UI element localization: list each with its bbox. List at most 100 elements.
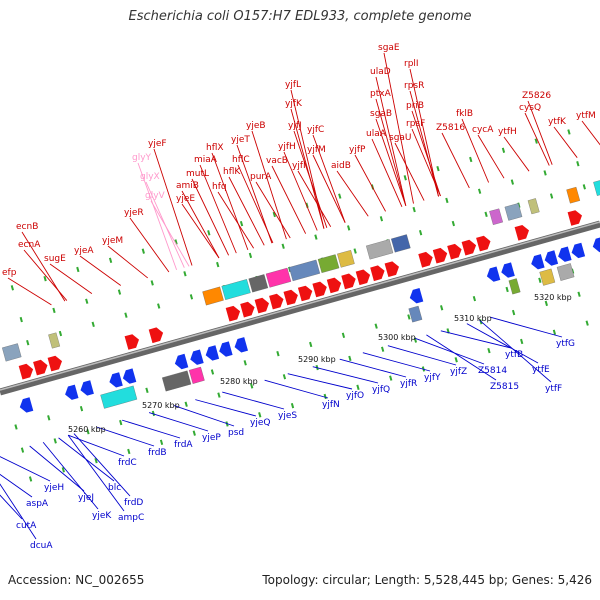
gene-label-ytfE: ytfE <box>532 365 550 375</box>
track-tick-4 <box>348 355 352 362</box>
gene-label-dcuA: dcuA <box>30 541 53 551</box>
upper-feature-block <box>527 198 540 215</box>
forward-gene-arrow <box>269 293 284 310</box>
gene-label-ptxA: ptxA <box>370 89 392 99</box>
reverse-gene-arrow <box>592 237 600 253</box>
reverse-gene-arrow <box>544 250 559 266</box>
gene-label-frdD: frdD <box>124 498 143 508</box>
gene-label-yjeQ: yjeQ <box>250 418 270 428</box>
reverse-gene-arrow <box>205 345 220 361</box>
upper-feature-block <box>489 208 503 225</box>
lower-feature-block <box>539 268 556 286</box>
track-tick-1 <box>281 243 285 249</box>
gene-label-sgaE: sgaE <box>378 43 400 53</box>
track-tick-3 <box>47 415 51 421</box>
leader-line-yjfR <box>339 358 407 378</box>
upper-feature-block <box>48 332 61 349</box>
upper-feature-block <box>288 259 321 282</box>
leader-line-rpsF <box>411 128 441 197</box>
forward-gene-arrow <box>476 235 491 252</box>
gene-label-yjfQ: yjfQ <box>372 385 390 395</box>
track-tick-2 <box>418 230 423 236</box>
forward-gene-arrow <box>225 305 241 322</box>
track-tick-1 <box>379 216 384 222</box>
gene-label-Z5814: Z5814 <box>478 366 507 376</box>
track-tick-3 <box>14 424 18 430</box>
upper-feature-block <box>248 274 269 293</box>
leader-line-ptxA <box>375 98 407 206</box>
gene-label-glyY: glyY <box>132 153 152 163</box>
gene-label-ampC: ampC <box>118 513 144 523</box>
reverse-gene-arrow <box>122 368 137 384</box>
track-tick-1 <box>19 316 23 323</box>
track-tick-5 <box>356 384 360 390</box>
track-tick-2 <box>189 294 194 300</box>
leader-line-cycA <box>477 134 505 179</box>
track-tick-0 <box>338 193 342 199</box>
leader-line-frdA <box>121 419 181 439</box>
track-tick-5 <box>94 457 98 464</box>
leader-line-yjfI <box>297 170 332 227</box>
leader-line-ecnA <box>23 249 68 301</box>
gene-label-rpsF: rpsF <box>406 119 425 129</box>
track-tick-0 <box>436 165 440 172</box>
genome-title: Escherichia coli O157:H7 EDL933, complet… <box>128 9 472 24</box>
gene-label-miaA: miaA <box>194 155 218 165</box>
track-tick-2 <box>58 330 63 337</box>
leader-line-ytfK <box>553 126 578 158</box>
leader-line-yjeK <box>42 441 99 510</box>
reverse-gene-arrow <box>501 262 515 278</box>
forward-gene-arrow <box>240 301 255 318</box>
gene-label-cycA: cycA <box>472 125 494 135</box>
leader-line-ytfB <box>440 330 512 349</box>
gene-label-hflX: hflX <box>206 143 224 153</box>
leader-line-hflK <box>228 176 265 246</box>
leader-line-yjeF <box>153 148 193 266</box>
track-tick-4 <box>250 383 254 389</box>
track-tick-5 <box>61 467 65 473</box>
leader-line-ytfF <box>479 319 552 383</box>
upper-feature-block <box>265 267 292 288</box>
reverse-gene-arrow <box>65 384 79 400</box>
track-tick-1 <box>543 170 547 176</box>
track-tick-1 <box>85 298 89 304</box>
gene-label-yjfC: yjfC <box>307 125 324 135</box>
track-tick-3 <box>407 314 411 320</box>
track-tick-1 <box>412 206 416 213</box>
forward-gene-arrow <box>384 261 399 277</box>
leader-line-frdB <box>96 426 155 447</box>
leader-line-glyY <box>137 162 178 271</box>
track-tick-3 <box>145 387 149 393</box>
gene-label-yjfJ: yjfJ <box>288 121 302 131</box>
accession-text: Accession: NC_002655 <box>8 573 145 587</box>
gene-label-yjfO: yjfO <box>346 391 364 401</box>
track-tick-5 <box>258 412 262 418</box>
lower-feature-block <box>100 385 138 409</box>
track-tick-1 <box>117 289 122 295</box>
track-tick-4 <box>151 410 156 417</box>
leader-line-Z5815 <box>426 334 497 381</box>
track-tick-4 <box>577 291 581 297</box>
gene-label-ytfF: ytfF <box>545 384 562 394</box>
forward-gene-arrow <box>355 269 371 286</box>
forward-gene-arrow <box>341 273 356 290</box>
forward-gene-arrow <box>432 247 448 264</box>
scale-label: 5280 kbp <box>220 377 258 386</box>
leader-line-ytfM <box>581 120 600 146</box>
gene-label-ytfB: ytfB <box>505 350 523 360</box>
upper-feature-block <box>2 343 22 362</box>
gene-label-yjfR: yjfR <box>400 379 417 389</box>
forward-gene-arrow <box>18 363 34 380</box>
track-tick-3 <box>243 360 247 366</box>
leader-line-ytfG <box>489 316 563 338</box>
forward-gene-arrow <box>567 210 582 226</box>
gene-labels: 5260 kbp 5270 kbp 5280 kbp 5290 kbp 5300 kbp… <box>2 43 596 551</box>
track-tick-5 <box>127 448 131 455</box>
forward-gene-arrow <box>297 285 313 302</box>
gene-label-Z5816: Z5816 <box>436 123 465 133</box>
gene-label-yjfK: yjfK <box>285 99 303 109</box>
track-tick-5 <box>290 402 295 409</box>
track-tick-2 <box>582 184 586 190</box>
upper-feature-block <box>202 286 224 306</box>
lower-feature-block <box>408 305 423 323</box>
